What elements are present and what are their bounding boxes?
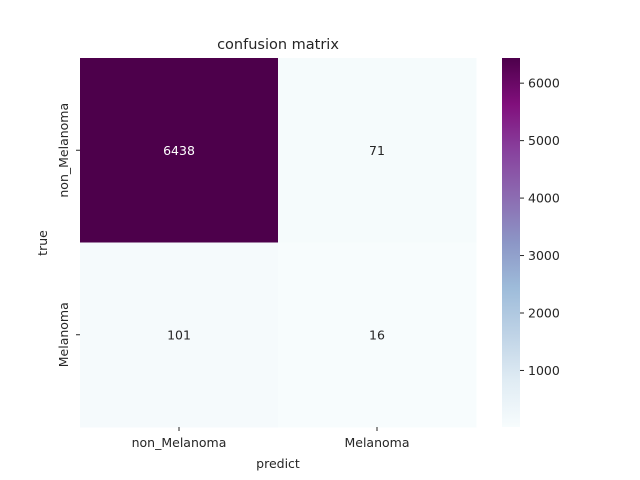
colorbar-tick-label: 2000	[528, 306, 560, 321]
cell-value-label: 16	[369, 327, 385, 342]
cell-value-label: 71	[369, 143, 385, 158]
colorbar	[502, 58, 520, 427]
heatmap-cell	[278, 242, 477, 428]
y-tick-label: non_Melanoma	[56, 103, 71, 198]
cell-value-label: 101	[167, 327, 191, 342]
x-tick-label: non_Melanoma	[132, 435, 227, 450]
colorbar-tick-label: 1000	[528, 363, 560, 378]
chart-title: confusion matrix	[217, 37, 339, 53]
heatmap-cell	[80, 242, 279, 428]
y-axis-label: true	[35, 230, 50, 256]
colorbar-ticks: 1000 2000 3000 4000 5000 6000	[520, 76, 560, 378]
cell-value-label: 6438	[163, 143, 195, 158]
colorbar-tick-label: 5000	[528, 133, 560, 148]
colorbar-tick-label: 4000	[528, 191, 560, 206]
heatmap-cells: 6438 71 101 16	[80, 58, 477, 428]
axis-ticks: non_Melanoma Melanoma non_Melanoma Melanoma	[56, 103, 410, 450]
x-axis-label: predict	[256, 456, 300, 471]
y-tick-label: Melanoma	[56, 302, 71, 367]
colorbar-tick-label: 3000	[528, 248, 560, 263]
x-tick-label: Melanoma	[344, 435, 409, 450]
colorbar-tick-label: 6000	[528, 76, 560, 91]
heatmap-cell	[80, 58, 279, 243]
heatmap-cell	[278, 58, 477, 243]
